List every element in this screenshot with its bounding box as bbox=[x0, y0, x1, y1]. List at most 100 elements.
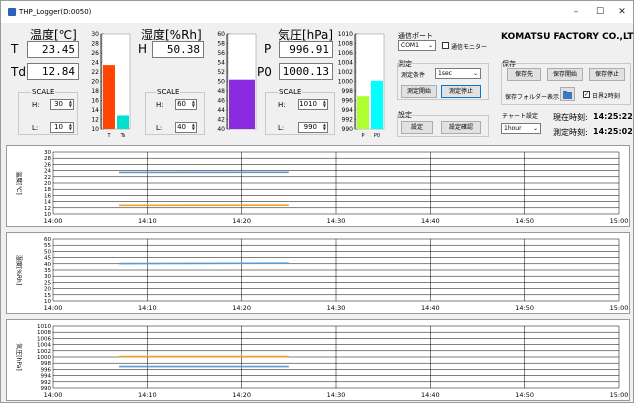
chart-x-tick-label: 14:10 bbox=[138, 217, 157, 225]
chart-y-tick-label: 10 bbox=[44, 212, 51, 218]
press-gauge-tick-label: 998 bbox=[342, 88, 354, 95]
humidity-label: 湿度[%Rh] bbox=[141, 28, 202, 42]
chart-setting-select[interactable]: 1hour ⌄ bbox=[501, 123, 541, 134]
chart-y-tick-label: 1002 bbox=[37, 349, 51, 355]
temp-gauge-tick-label: 30 bbox=[91, 31, 99, 38]
chart-x-tick-label: 15:00 bbox=[610, 391, 629, 399]
chart-y-axis-label: 湿度[%Rh] bbox=[15, 255, 23, 285]
press-scale-high-spinner[interactable]: 1010 ▲ ▼ bbox=[298, 99, 328, 110]
humidity-value: 50.38 bbox=[152, 41, 204, 58]
settings-confirm-button[interactable]: 設定確認 bbox=[441, 121, 481, 134]
save-folder-label: 保存フォルダー表示 bbox=[505, 94, 560, 101]
press-scale-low-spinner[interactable]: 990 ▲ ▼ bbox=[298, 122, 328, 133]
chevron-down-icon: ⌄ bbox=[472, 70, 478, 77]
chevron-down-icon: ⌄ bbox=[532, 125, 538, 132]
chart-x-tick-label: 14:20 bbox=[232, 391, 251, 399]
close-button[interactable]: ✕ bbox=[618, 7, 626, 17]
spinner-arrows-icon[interactable]: ▲ ▼ bbox=[68, 99, 72, 108]
temp-scale-high-spinner[interactable]: 30 ▲ ▼ bbox=[50, 99, 74, 110]
chart-y-tick-label: 1004 bbox=[37, 343, 51, 349]
comm-monitor-checkbox[interactable] bbox=[442, 42, 449, 49]
pressure-p0-value: 1000.13 bbox=[279, 63, 333, 80]
hum-scale-high-spinner[interactable]: 60 ▲ ▼ bbox=[175, 99, 197, 110]
temp-gauge-tick-label: 22 bbox=[91, 69, 99, 76]
hum-h-label: H bbox=[138, 42, 148, 56]
settings-button[interactable]: 設定 bbox=[401, 121, 433, 134]
temp-gauge-tick-label: 28 bbox=[91, 41, 99, 48]
temp-t-value: 23.45 bbox=[27, 41, 79, 58]
temp-scale-low-spinner[interactable]: 10 ▲ ▼ bbox=[50, 122, 74, 133]
measure-condition-select[interactable]: 1sec ⌄ bbox=[435, 68, 481, 79]
save-stop-button[interactable]: 保存停止 bbox=[589, 68, 625, 81]
spinner-arrows-icon[interactable]: ▲ ▼ bbox=[191, 122, 195, 131]
comm-port-label: 通信ポート bbox=[398, 32, 433, 40]
chart-y-tick-label: 28 bbox=[44, 156, 51, 162]
press-gauge-tick-label: 1006 bbox=[338, 50, 353, 57]
chevron-down-icon: ⌄ bbox=[427, 42, 433, 49]
hum-scale-low-value: 40 bbox=[177, 123, 186, 131]
chart-y-tick-label: 16 bbox=[44, 193, 51, 199]
temp-gauge-tick-label: 16 bbox=[91, 98, 99, 105]
measure-start-button[interactable]: 測定開始 bbox=[401, 85, 437, 98]
chart-y-tick-label: 24 bbox=[44, 169, 51, 175]
chart-y-tick-label: 1000 bbox=[37, 355, 51, 361]
minimize-button[interactable]: – bbox=[573, 7, 579, 17]
save-start-button[interactable]: 保存開始 bbox=[547, 68, 583, 81]
chart-y-tick-label: 30 bbox=[44, 150, 51, 156]
chart-y-tick-label: 30 bbox=[44, 274, 51, 280]
hum-scale-low-spinner[interactable]: 40 ▲ ▼ bbox=[175, 122, 197, 133]
save-label: 保存 bbox=[502, 60, 516, 68]
chart-y-tick-label: 50 bbox=[44, 249, 51, 255]
press-h-label: H: bbox=[278, 101, 286, 109]
chart-x-tick-label: 14:00 bbox=[44, 391, 63, 399]
spinner-arrows-icon[interactable]: ▲ ▼ bbox=[191, 99, 195, 108]
chart-y-tick-label: 14 bbox=[44, 200, 51, 206]
folder-icon[interactable] bbox=[560, 87, 575, 101]
measure-condition-value: 1sec bbox=[438, 70, 452, 77]
chart-y-tick-label: 1006 bbox=[37, 336, 51, 342]
comm-port-select[interactable]: COM1 ⌄ bbox=[398, 40, 436, 51]
temperature-chart-panel: 30 28 26 24 22 20 18 16 14 12 10 14:00 14:10 14:20 14:… bbox=[6, 145, 630, 227]
press-scale-low-value: 990 bbox=[303, 123, 317, 131]
temp-t-label: T bbox=[11, 42, 19, 56]
spinner-arrows-icon[interactable]: ▲ ▼ bbox=[322, 99, 326, 108]
humidity-chart-panel: 60 55 50 45 40 35 30 25 20 15 10 14:00 14:10 14:20 14:… bbox=[6, 232, 630, 314]
settings-group bbox=[397, 115, 489, 137]
chart-x-tick-label: 14:30 bbox=[327, 391, 346, 399]
chart-y-tick-label: 10 bbox=[44, 299, 51, 305]
pressure-bar-gauge: 1010 1008 1006 1004 1002 1000 998 996 994 992 990 P… bbox=[338, 31, 385, 139]
measure-label: 測定 bbox=[398, 60, 412, 68]
press-gauge-tick-label: 996 bbox=[342, 98, 354, 105]
humidity-bar-gauge: 60 58 56 54 52 50 48 46 44 42 40 bbox=[217, 31, 257, 133]
window-title: THP_Logger(D:0050) bbox=[19, 8, 92, 16]
spinner-arrows-icon[interactable]: ▲ ▼ bbox=[322, 122, 326, 131]
press-gauge-tick-label: 992 bbox=[342, 117, 354, 124]
save-group bbox=[501, 63, 631, 105]
hum-gauge-tick-label: 52 bbox=[217, 69, 225, 76]
maximize-button[interactable]: ☐ bbox=[595, 7, 605, 17]
temp-gauge-tick-label: 20 bbox=[91, 79, 99, 86]
temp-gauge-bar-label: Ts bbox=[120, 133, 126, 139]
chart-y-axis-label: 温度[℃] bbox=[15, 171, 23, 194]
chart-y-tick-label: 998 bbox=[41, 361, 52, 367]
app-icon bbox=[8, 8, 16, 16]
chart-x-tick-label: 14:10 bbox=[138, 391, 157, 399]
save-destination-button[interactable]: 保存先 bbox=[507, 68, 541, 81]
save-auto-label: 日界2時刻 bbox=[592, 93, 620, 100]
press-gauge-bar-1 bbox=[357, 96, 369, 129]
measure-stop-button[interactable]: 測定停止 bbox=[441, 85, 481, 98]
save-auto-checkbox[interactable]: ✓ bbox=[583, 91, 590, 98]
comm-port-value: COM1 bbox=[401, 42, 419, 49]
temperature-label: 温度[℃] bbox=[30, 28, 77, 42]
spinner-arrows-icon[interactable]: ▲ ▼ bbox=[68, 122, 72, 131]
folder-icon bbox=[563, 91, 572, 99]
press-gauge-bar-label: P bbox=[361, 133, 364, 139]
chart-x-tick-label: 14:50 bbox=[515, 217, 534, 225]
hum-l-label: L: bbox=[156, 124, 163, 132]
title-bar: THP_Logger(D:0050) – ☐ ✕ bbox=[1, 1, 633, 23]
chart-x-tick-label: 14:40 bbox=[421, 217, 440, 225]
temp-gauge-tick-label: 14 bbox=[91, 107, 99, 114]
press-gauge-tick-label: 1010 bbox=[338, 31, 353, 38]
press-l-label: L: bbox=[278, 124, 285, 132]
